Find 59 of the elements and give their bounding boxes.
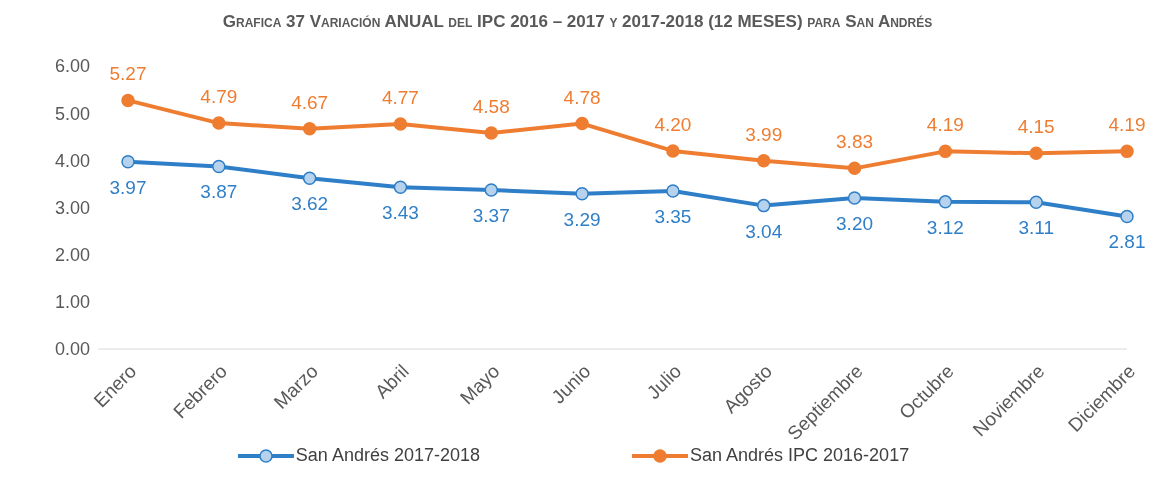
point (575, 116, 589, 131)
data-label: 4.67 (291, 91, 329, 113)
data-label: 4.79 (200, 86, 238, 108)
y-tick-label: 1.00 (54, 292, 90, 313)
legend-label: San Andrés 2017-2018 (295, 445, 480, 466)
data-label: 4.58 (472, 95, 510, 117)
point (484, 183, 499, 197)
data-label: 3.11 (1018, 217, 1054, 239)
data-label: 4.78 (563, 86, 601, 108)
y-tick-label: 2.00 (54, 245, 90, 266)
point (302, 121, 317, 136)
point (393, 117, 408, 131)
y-tick-label: 6.00 (54, 56, 90, 77)
chart-title: Grafica 37 Variación ANUAL del IPC 2016 – 2017 y 2017-2018 (12 MESES) para San Andrés (221, 11, 934, 33)
point (1029, 146, 1043, 161)
data-label: 5.27 (109, 63, 147, 85)
point (1120, 209, 1134, 224)
data-label: 4.19 (926, 114, 964, 136)
point (1029, 195, 1043, 210)
point (212, 116, 226, 130)
data-label: 4.15 (1017, 116, 1055, 138)
data-label: 3.37 (472, 205, 510, 227)
data-label: 4.19 (1108, 114, 1146, 136)
point (666, 144, 680, 158)
data-label: 3.29 (563, 208, 601, 230)
point (938, 195, 953, 209)
data-label: 3.99 (745, 123, 783, 145)
y-tick-label: 5.00 (54, 103, 90, 124)
point (938, 144, 953, 159)
data-label: 3.04 (745, 220, 783, 242)
legend-label: San Andrés IPC 2016-2017 (690, 445, 910, 466)
y-tick-label: 3.00 (54, 197, 90, 218)
point (484, 126, 499, 140)
data-label: 3.35 (654, 205, 692, 227)
data-label: 2.81 (1108, 231, 1146, 253)
point (666, 184, 680, 198)
point (302, 171, 317, 186)
point (847, 161, 862, 176)
y-tick-label: 4.00 (54, 150, 90, 171)
x-tick-label: Julio (642, 360, 686, 403)
point (1120, 144, 1134, 159)
point (121, 155, 135, 169)
y-tick-label: 0.00 (54, 339, 90, 360)
data-label: 3.43 (381, 202, 419, 224)
point (212, 159, 226, 174)
data-label: 3.83 (836, 131, 874, 153)
data-label: 4.20 (654, 113, 692, 135)
point (756, 154, 771, 168)
point (575, 187, 589, 201)
data-label: 3.62 (291, 193, 329, 215)
data-label: 3.87 (200, 181, 238, 203)
data-label: 3.12 (926, 216, 964, 238)
data-label: 4.77 (381, 87, 419, 109)
point (121, 93, 135, 108)
point (756, 198, 771, 213)
data-label: 3.97 (109, 176, 147, 198)
point (393, 180, 408, 194)
data-label: 3.20 (836, 213, 874, 235)
point (847, 191, 862, 205)
